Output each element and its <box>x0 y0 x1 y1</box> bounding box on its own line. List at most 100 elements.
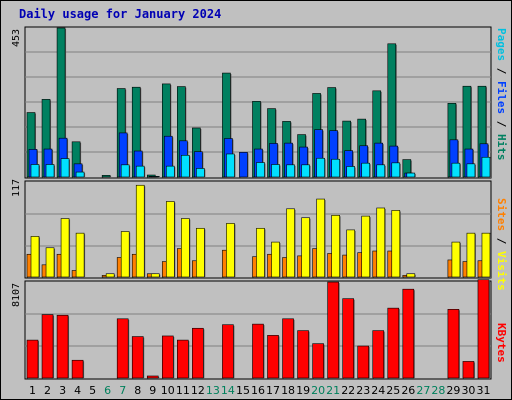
x-tick-label-day-5: 5 <box>89 384 96 397</box>
bar-pages-day-20 <box>316 157 325 178</box>
x-tick-label-day-28: 28 <box>431 384 445 397</box>
bar-pages-day-18 <box>286 164 295 178</box>
bar-pages-day-14 <box>226 153 235 178</box>
bar-sites-day-18 <box>286 208 295 278</box>
bar-pages-day-16 <box>256 162 265 178</box>
bar-sites-day-19 <box>301 217 310 278</box>
legend-segment: / <box>495 231 508 251</box>
bar-sites-day-2 <box>45 247 55 278</box>
bar-pages-day-2 <box>45 164 55 178</box>
x-tick-label-day-11: 11 <box>176 384 190 397</box>
x-tick-label-day-1: 1 <box>29 384 36 397</box>
bar-kbytes-day-12 <box>192 327 204 379</box>
visits-panel-max-label: 117 <box>11 178 22 197</box>
bar-sites-day-11 <box>181 218 190 278</box>
bar-sites-day-22 <box>346 229 355 278</box>
legend-segment: Files <box>495 81 508 115</box>
x-tick-label-day-22: 22 <box>341 384 355 397</box>
bar-kbytes-day-10 <box>161 335 174 379</box>
bar-sites-day-31 <box>481 232 491 278</box>
x-tick-label-day-23: 23 <box>356 384 370 397</box>
legend-segment: Visits <box>495 251 508 291</box>
bar-pages-day-19 <box>301 164 310 178</box>
legend-segment: Hits <box>495 134 508 161</box>
x-tick-label-day-30: 30 <box>461 384 475 397</box>
bar-sites-day-17 <box>271 241 280 278</box>
x-tick-label-day-21: 21 <box>326 384 340 397</box>
legend-segment: KBytes <box>495 323 508 363</box>
bar-sites-day-8 <box>135 184 145 278</box>
bar-pages-day-26 <box>406 172 416 178</box>
bar-files-day-15 <box>239 152 248 178</box>
bar-pages-day-10 <box>165 165 175 178</box>
bar-kbytes-day-3 <box>56 314 69 379</box>
bar-pages-day-11 <box>181 154 190 178</box>
bar-kbytes-day-18 <box>282 318 294 379</box>
bar-kbytes-day-1 <box>26 339 39 379</box>
bar-kbytes-day-25 <box>387 307 400 379</box>
bar-pages-day-31 <box>481 156 491 178</box>
bar-pages-day-3 <box>60 158 70 178</box>
x-tick-label-day-6: 6 <box>104 384 111 397</box>
bar-sites-day-6 <box>105 273 115 278</box>
x-tick-label-day-29: 29 <box>446 384 460 397</box>
bar-sites-day-4 <box>75 232 85 278</box>
x-tick-label-day-18: 18 <box>281 384 295 397</box>
bar-pages-day-4 <box>75 171 85 178</box>
x-tick-label-day-9: 9 <box>149 384 156 397</box>
hits-panel-max-label: 453 <box>11 28 22 47</box>
x-tick-label-day-16: 16 <box>251 384 265 397</box>
bar-pages-day-1 <box>30 164 40 178</box>
x-tick-label-day-12: 12 <box>191 384 205 397</box>
bar-kbytes-day-23 <box>357 345 370 379</box>
bar-kbytes-day-2 <box>41 314 54 379</box>
bar-sites-day-1 <box>30 236 40 278</box>
bar-sites-day-20 <box>316 198 325 278</box>
visits-panel-legend: Sites / Visits <box>495 198 508 291</box>
chart-title: Daily usage for January 2024 <box>19 7 222 21</box>
bar-sites-day-21 <box>331 214 340 278</box>
bar-kbytes-day-24 <box>372 330 385 379</box>
kbytes-panel-legend: KBytes <box>495 323 508 363</box>
bar-pages-day-22 <box>346 166 355 178</box>
bar-kbytes-day-4 <box>71 359 84 379</box>
bar-hits-day-6 <box>101 175 111 178</box>
bar-sites-day-25 <box>391 210 401 278</box>
x-tick-label-day-24: 24 <box>371 384 385 397</box>
x-tick-label-day-4: 4 <box>74 384 81 397</box>
x-tick-label-day-13: 13 <box>206 384 220 397</box>
bar-kbytes-day-14 <box>222 324 234 379</box>
bar-sites-day-29 <box>451 241 461 278</box>
bar-pages-day-7 <box>120 164 130 178</box>
legend-segment: Sites <box>495 198 508 232</box>
bar-kbytes-day-31 <box>477 279 490 379</box>
bar-shadow <box>152 177 161 178</box>
bar-kbytes-day-20 <box>312 343 324 379</box>
bar-sites-day-16 <box>256 227 265 278</box>
bar-sites-day-24 <box>376 207 386 278</box>
legend-segment: / <box>495 61 508 81</box>
x-tick-label-day-26: 26 <box>401 384 415 397</box>
bar-kbytes-day-9 <box>146 375 159 379</box>
bar-pages-day-30 <box>466 163 476 178</box>
bar-kbytes-day-26 <box>402 288 415 379</box>
bar-pages-day-17 <box>271 164 280 178</box>
bar-kbytes-day-29 <box>447 309 460 379</box>
bar-sites-day-7 <box>120 231 130 278</box>
bar-sites-day-30 <box>466 232 476 278</box>
x-tick-label-day-19: 19 <box>296 384 310 397</box>
x-tick-label-day-8: 8 <box>134 384 141 397</box>
legend-segment: / <box>495 114 508 134</box>
bar-pages-day-12 <box>196 168 205 178</box>
x-tick-label-day-2: 2 <box>44 384 51 397</box>
bar-sites-day-12 <box>196 227 205 278</box>
bar-kbytes-day-16 <box>252 323 264 379</box>
bar-pages-day-25 <box>391 162 401 178</box>
x-tick-label-day-3: 3 <box>59 384 66 397</box>
bar-pages-day-21 <box>331 158 340 178</box>
bar-sites-day-26 <box>406 273 416 278</box>
bar-kbytes-day-7 <box>116 318 129 379</box>
bar-kbytes-day-19 <box>297 330 309 379</box>
bar-kbytes-day-17 <box>267 335 279 379</box>
